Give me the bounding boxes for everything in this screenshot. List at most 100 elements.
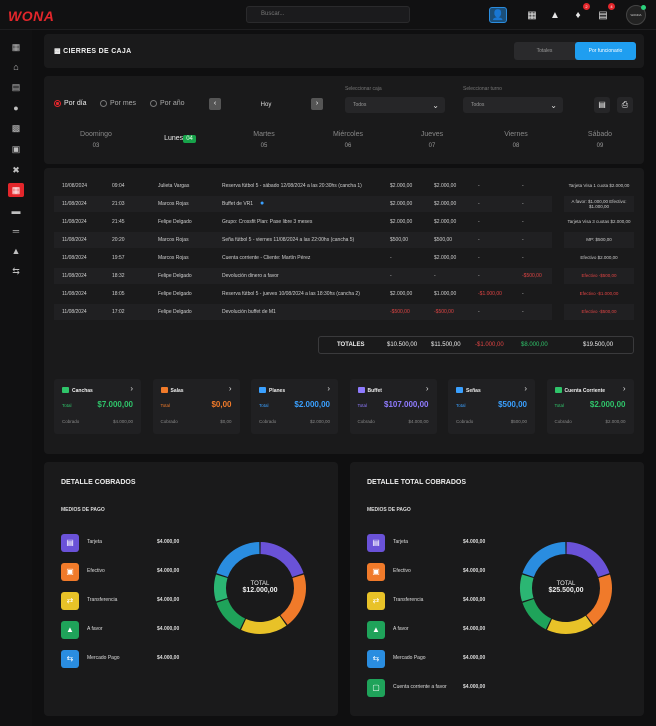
calendar-icon[interactable]: ▤ (11, 81, 21, 92)
prev-day-button[interactable]: ‹ (209, 98, 221, 110)
category-card[interactable]: Salas › Total $0,00 Cobrado $0,00 (152, 379, 240, 434)
cell-c4: - (522, 237, 524, 243)
donut-segment (280, 574, 306, 625)
total-5: $19.500,00 (583, 342, 614, 348)
payment-method-icon: ▢ (367, 679, 385, 697)
cell-time: 18:32 (112, 273, 125, 279)
cell-date: 11/08/2024 (62, 273, 87, 279)
avatar-text: WANDA (630, 13, 642, 17)
radio-por-ano[interactable]: Por año (150, 100, 185, 107)
next-day-button[interactable]: › (311, 98, 323, 110)
chevron-right-icon[interactable]: › (524, 384, 527, 393)
today-label[interactable]: Hoy (222, 98, 310, 112)
chevron-down-icon: ⌄ (432, 101, 439, 110)
day-4[interactable]: Jueves 07 (402, 131, 462, 149)
payment-method-label: Transferencia (87, 597, 118, 603)
day-5[interactable]: Viernes 08 (486, 131, 546, 149)
donut-segment (216, 542, 260, 578)
day-2[interactable]: Martes 05 (234, 131, 294, 149)
cash-register-icon[interactable]: ▩ (11, 122, 21, 133)
totals-label: TOTALES (337, 342, 365, 348)
table-row[interactable]: 11/08/2024 20:20 Marcos Rojas Seña fútbol 5… (54, 232, 552, 248)
toggle-por-funcionario[interactable]: Por funcionario (575, 42, 636, 60)
id-card-icon[interactable]: ▤ 4 (594, 3, 615, 23)
donut-segment (586, 574, 612, 625)
category-icon (160, 387, 168, 393)
chevron-right-icon[interactable]: › (130, 384, 133, 393)
wona-logo[interactable]: WONA (8, 8, 55, 24)
day-name: Miércoles (333, 131, 363, 138)
avatar[interactable]: WANDA (626, 5, 646, 25)
tools-icon[interactable]: ✖ (12, 164, 20, 175)
category-card[interactable]: Cuenta Corriente › Total $2.000,00 Cobrado $2… (546, 379, 634, 434)
payment-method-item: ▣ Efectivo $4.000,00 (367, 563, 497, 581)
category-card[interactable]: Buffet › Total $107.000,00 Cobrado $4.000,00 (349, 379, 437, 434)
register-icon: ▩ (54, 48, 64, 55)
cell-user: Marcos Rojas (158, 237, 189, 243)
cell-time: 09:04 (112, 183, 125, 189)
fitness-icon[interactable]: ═ (12, 226, 20, 236)
bell-icon[interactable]: ♦ 2 (569, 3, 590, 23)
users-icon[interactable]: ● (13, 103, 19, 113)
cierres-icon[interactable]: ▦ (8, 183, 24, 197)
store-icon[interactable]: ▣ (11, 143, 21, 154)
home-icon[interactable]: ⌂ (13, 62, 19, 72)
category-card[interactable]: Canchas › Total $7.000,00 Cobrado $4.000,00 (54, 379, 141, 434)
table-row[interactable]: 11/08/2024 18:32 Felipe Delgado Devolución … (54, 268, 552, 284)
category-card[interactable]: Planes › Total $2.000,00 Cobrado $2.000,00 (251, 379, 338, 434)
radio-por-mes[interactable]: Por mes (100, 100, 136, 107)
id-badge: 4 (608, 3, 615, 10)
graduation-cap-icon[interactable]: ▲ (550, 9, 560, 21)
category-card[interactable]: Señas › Total $500,00 Cobrado $500,00 (448, 379, 535, 434)
day-0[interactable]: Doomingo 03 (66, 131, 126, 149)
graduation-icon[interactable]: ▲ (11, 246, 21, 256)
table-row[interactable]: 11/08/2024 18:05 Felipe Delgado Reserva fút… (54, 286, 552, 302)
donut-total-total: TOTAL $25.500,00 (531, 581, 601, 594)
table-row[interactable]: 11/08/2024 17:02 Felipe Delgado Devolución … (54, 304, 552, 320)
card-total-value: $7.000,00 (97, 400, 133, 409)
transfer-icon[interactable]: ⇆ (12, 265, 20, 276)
cell-c1: $2.000,00 (390, 291, 413, 297)
cell-c3: - (478, 255, 480, 261)
day-6[interactable]: Sábado 09 (570, 131, 630, 149)
day-number: 03 (92, 143, 100, 149)
day-3[interactable]: Miércoles 06 (318, 131, 378, 149)
dashboard-icon[interactable]: ▦ (11, 41, 21, 52)
donut-chart-cobrados (214, 542, 306, 634)
chevron-right-icon[interactable]: › (622, 384, 626, 393)
card-cobrado-label: Cobrado (259, 419, 277, 424)
payment-detail: Tarjeta Visa 1 cuota $2.000,00 (568, 183, 630, 189)
day-name: Viernes (504, 131, 528, 138)
toggle-totales[interactable]: Totales (536, 48, 553, 54)
radio-por-dia[interactable]: Por día (54, 100, 87, 107)
table-row[interactable]: 11/08/2024 19:57 Marcos Rojas Cuenta corrie… (54, 250, 552, 266)
payment-detail: Efectivo -$1.000,00 (579, 291, 619, 297)
card-cobrado-label: Cobrado (160, 419, 178, 424)
category-icon (259, 387, 266, 393)
turno-select[interactable]: Todos ⌄ (463, 97, 563, 113)
table-row[interactable]: 11/08/2024 21:45 Felipe Delgado Grupo: Cros… (54, 214, 552, 230)
payment-method-label: Efectivo (393, 568, 411, 574)
caja-select[interactable]: Todos ⌄ (345, 97, 445, 113)
cell-user: Felipe Delgado (158, 219, 192, 225)
payment-method-item: ⇆ Mercado Pago $4.000,00 (367, 650, 497, 668)
chevron-right-icon[interactable]: › (425, 384, 429, 393)
cell-user: Julieta Vargas (158, 183, 190, 189)
table-row[interactable]: 10/08/2024 09:04 Julieta Vargas Reserva fút… (54, 178, 552, 194)
day-1[interactable]: Lunes 04 (150, 131, 210, 143)
add-user-icon[interactable]: 👤 (489, 7, 507, 23)
chevron-right-icon[interactable]: › (228, 384, 232, 393)
cell-c2: -$500,00 (434, 309, 454, 315)
calendar-icon[interactable]: ▦ (527, 9, 537, 21)
detalle-cobrados-title: DETALLE COBRADOS (61, 479, 136, 486)
print-icon[interactable]: ⎙ (617, 97, 633, 113)
search-input[interactable]: Buscar... (246, 6, 410, 23)
online-dot (641, 5, 646, 10)
search-icon[interactable]: ● (260, 200, 265, 207)
export-icon[interactable]: ▤ (594, 97, 610, 113)
cell-c2: $2.000,00 (434, 255, 457, 261)
card-icon[interactable]: ▬ (11, 206, 21, 216)
chevron-right-icon[interactable]: › (327, 384, 330, 393)
card-total-value: $2.000,00 (294, 400, 330, 409)
table-row[interactable]: 11/08/2024 21:03 Marcos Rojas Buffet de VR1… (54, 196, 552, 212)
